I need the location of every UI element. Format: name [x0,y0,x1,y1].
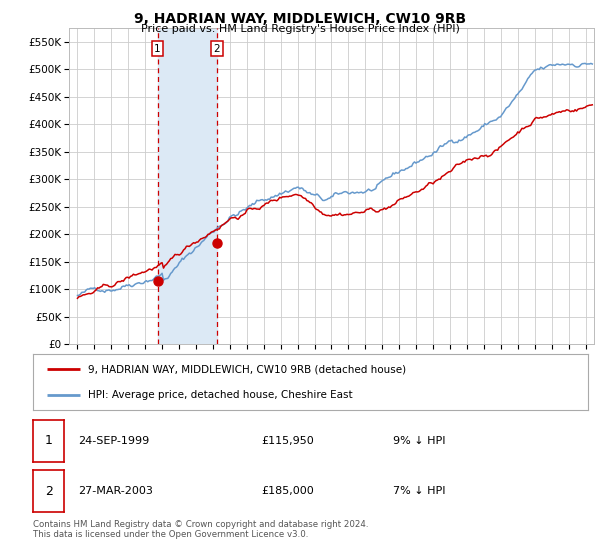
Text: 9, HADRIAN WAY, MIDDLEWICH, CW10 9RB (detached house): 9, HADRIAN WAY, MIDDLEWICH, CW10 9RB (de… [89,364,407,374]
Text: 2: 2 [214,44,220,54]
Text: 9, HADRIAN WAY, MIDDLEWICH, CW10 9RB: 9, HADRIAN WAY, MIDDLEWICH, CW10 9RB [134,12,466,26]
Text: 27-MAR-2003: 27-MAR-2003 [78,487,153,496]
Text: 1: 1 [44,435,53,447]
Text: 24-SEP-1999: 24-SEP-1999 [78,436,149,446]
Text: 9% ↓ HPI: 9% ↓ HPI [393,436,445,446]
Text: 2: 2 [44,485,53,498]
Bar [158,28,217,344]
Text: Contains HM Land Registry data © Crown copyright and database right 2024.
This d: Contains HM Land Registry data © Crown c… [33,520,368,539]
Text: 1: 1 [154,44,161,54]
Text: 7% ↓ HPI: 7% ↓ HPI [393,487,445,496]
Text: HPI: Average price, detached house, Cheshire East: HPI: Average price, detached house, Ches… [89,390,353,400]
Text: £185,000: £185,000 [261,487,314,496]
Text: Price paid vs. HM Land Registry's House Price Index (HPI): Price paid vs. HM Land Registry's House … [140,24,460,34]
Text: £115,950: £115,950 [261,436,314,446]
